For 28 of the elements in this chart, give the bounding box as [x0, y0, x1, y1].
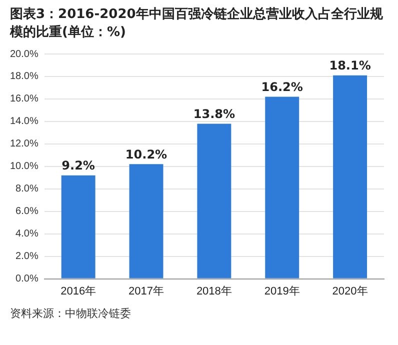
bar: [333, 75, 368, 278]
data-label: 18.1%: [329, 58, 371, 72]
y-tick-label: 6.0%: [16, 206, 38, 218]
bar: [129, 164, 164, 278]
y-tick-label: 14.0%: [10, 116, 38, 128]
data-label: 9.2%: [62, 158, 95, 173]
x-tick-label: 2019年: [264, 285, 300, 298]
y-tick-label: 20.0%: [10, 48, 38, 60]
data-label: 16.2%: [261, 80, 303, 94]
data-label: 13.8%: [193, 106, 235, 121]
bar: [197, 124, 232, 278]
y-tick-label: 0.0%: [16, 274, 38, 285]
y-tick-label: 8.0%: [16, 184, 38, 195]
x-tick-label: 2018年: [196, 285, 232, 298]
y-tick-label: 2.0%: [16, 251, 38, 262]
y-tick-label: 4.0%: [16, 228, 38, 240]
y-tick-label: 16.0%: [10, 94, 38, 105]
bar: [61, 175, 96, 278]
chart-title: 图表3：2016-2020年中国百强冷链企业总营业收入占全行业规模的比重(单位：%): [10, 6, 384, 42]
text: 资料来源：中物联冷链委: [10, 306, 132, 321]
y-tick-label: 12.0%: [10, 138, 38, 150]
y-tick-label: 10.0%: [10, 161, 38, 172]
y-tick-label: 18.0%: [10, 71, 38, 82]
bar: [265, 96, 300, 278]
x-tick-label: 2016年: [60, 285, 96, 298]
x-tick-label: 2017年: [128, 285, 164, 298]
data-label: 10.2%: [125, 147, 168, 162]
x-tick-label: 2020年: [332, 285, 368, 298]
